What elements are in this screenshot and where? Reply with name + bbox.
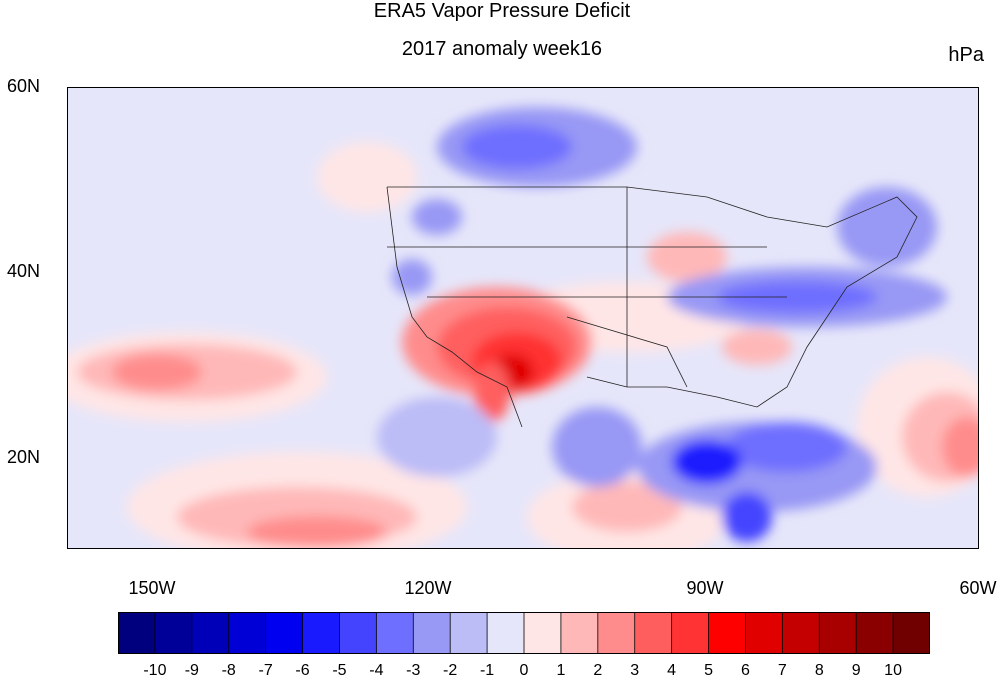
colorbar-cell	[781, 612, 821, 654]
colorbar-tick-label: -3	[406, 662, 421, 679]
colorbar-tick-label: 7	[777, 662, 787, 679]
colorbar-tick-label: -10	[143, 662, 167, 679]
colorbar-tick-label: 5	[704, 662, 713, 679]
colorbar-tick-label: 1	[556, 662, 566, 679]
colorbar-cell	[560, 612, 599, 654]
lat-label-40n: 40N	[6, 261, 40, 281]
colorbar-cell	[191, 612, 230, 654]
lon-label-90w: 90W	[686, 578, 724, 598]
colorbar-cell	[449, 612, 488, 654]
colorbar-tick-label: -6	[295, 662, 310, 679]
lat-label-60n: 60N	[6, 76, 40, 96]
colorbar-cell	[745, 612, 784, 654]
anomaly-field	[67, 107, 979, 549]
anomaly-map	[67, 87, 979, 549]
colorbar-tick-label: -7	[258, 662, 273, 679]
lon-label-60w: 60W	[959, 578, 997, 598]
colorbar-tick-label: 3	[630, 662, 640, 679]
map-frame	[67, 87, 979, 549]
colorbar-cell	[265, 612, 304, 654]
colorbar-cell	[634, 612, 673, 654]
colorbar-tick-label: -4	[369, 662, 384, 679]
lon-label-150w: 150W	[128, 578, 176, 598]
colorbar-cell	[154, 612, 193, 654]
colorbar-cell	[671, 612, 710, 654]
colorbar-cell	[412, 612, 452, 654]
colorbar-tick-label: 4	[667, 662, 677, 679]
colorbar-cell	[818, 612, 858, 654]
map-subtitle: 2017 anomaly week16	[401, 38, 603, 60]
colorbar-cell	[118, 612, 156, 654]
coastlines	[386, 186, 918, 428]
colorbar-cell	[375, 612, 415, 654]
colorbar-cell	[302, 612, 341, 654]
colorbar-tick-label: 10	[884, 662, 902, 679]
colorbar-tick-label: 2	[593, 662, 603, 679]
colorbar-tick-label: 6	[741, 662, 750, 679]
colorbar-cell	[892, 612, 930, 654]
colorbar-cell	[708, 612, 747, 654]
lat-label-20n: 20N	[6, 447, 40, 467]
colorbar-tick-label: -5	[332, 662, 347, 679]
colorbar-cell	[339, 612, 378, 654]
colorbar-tick-label: -9	[184, 662, 199, 679]
colorbar-cell	[486, 612, 525, 654]
colorbar-tick-label: 0	[519, 662, 529, 679]
map-title: ERA5 Vapor Pressure Deficit	[373, 0, 631, 22]
colorbar-tick-label: 9	[851, 662, 861, 679]
colorbar-tick-label: -1	[479, 662, 495, 679]
colorbar-tick-label: -8	[221, 662, 236, 679]
colorbar-cell	[523, 612, 562, 654]
units-label: hPa	[948, 44, 984, 66]
colorbar-tick-label: 8	[814, 662, 824, 679]
colorbar	[118, 612, 930, 654]
colorbar-cell	[597, 612, 636, 654]
colorbar-cell	[855, 612, 894, 654]
colorbar-cell	[228, 612, 267, 654]
lon-label-120w: 120W	[404, 578, 452, 598]
colorbar-tick-label: -2	[443, 662, 458, 679]
